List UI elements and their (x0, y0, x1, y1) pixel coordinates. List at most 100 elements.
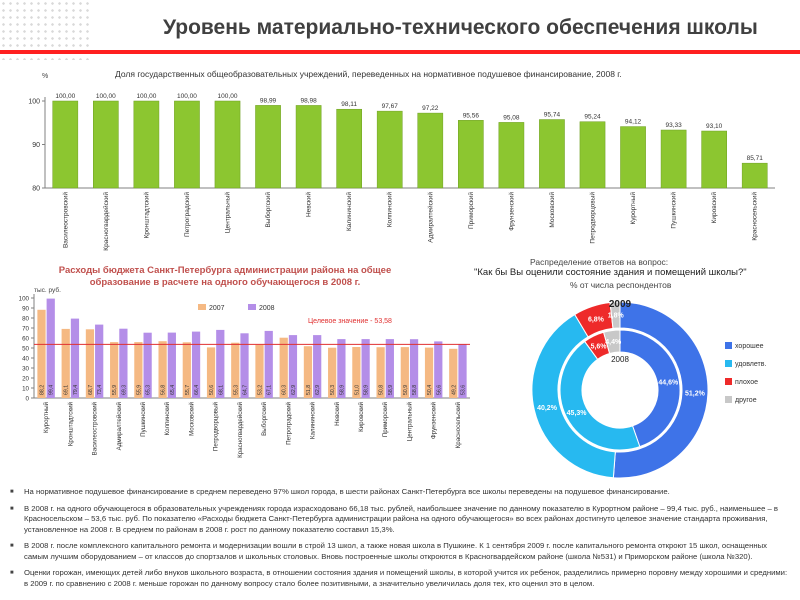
legend-swatch (725, 360, 732, 367)
bar (620, 126, 646, 189)
donut-slice-2009 (531, 313, 616, 479)
x-tick-label: Выборгский (264, 192, 272, 228)
x-tick-label: Московский (548, 192, 556, 228)
y-tick-label: 100 (19, 295, 30, 302)
x-tick-label: Приморский (382, 401, 389, 437)
x-tick-label: Василеостровский (61, 192, 69, 248)
x-tick-label: Центральный (406, 401, 413, 441)
bar-2008 (70, 318, 80, 398)
bar-2007 (158, 341, 167, 398)
x-tick-label: Кронштадтский (67, 401, 74, 446)
data-label-2007: 56,8 (161, 385, 167, 395)
y-tick-label: 40 (22, 355, 29, 362)
x-tick-label: Приморский (467, 192, 475, 229)
x-tick-label: Невский (305, 192, 313, 217)
bar (93, 100, 119, 189)
x-tick-label: Московский (188, 401, 195, 435)
y-tick-label: 90 (32, 142, 40, 149)
x-tick-label: Адмиралтейский (116, 401, 123, 450)
bar (701, 130, 727, 189)
x-tick-label: Калининский (345, 192, 353, 231)
bar (52, 100, 79, 189)
bar-2007 (37, 309, 46, 398)
note-item: В 2008 г. после комплексного капитальног… (8, 541, 788, 562)
x-tick-label: Невский (334, 401, 341, 425)
bar-2008 (361, 339, 370, 398)
note-item: В 2008 г. на одного обучающегося в образ… (8, 504, 788, 536)
data-label-2008: 65,3 (146, 385, 152, 395)
legend-label: удовлетв. (735, 361, 766, 368)
chart3-title-line2: "Как бы Вы оценили состояние здания и по… (474, 267, 747, 278)
y-tick-label: 30 (22, 365, 29, 372)
bar-2008 (216, 329, 225, 398)
x-tick-label: Петроградский (285, 401, 292, 444)
legend-swatch-2008 (248, 304, 256, 310)
note-item: На нормативное подушевое финансирование … (8, 487, 788, 498)
donut-label: 45,3% (567, 410, 588, 417)
data-label-2008: 56,6 (436, 385, 442, 395)
x-tick-label: Колпинский (386, 192, 394, 228)
x-tick-label: Колпинский (164, 401, 171, 435)
chart2-title: Расходы бюджета Санкт-Петербурга админис… (58, 265, 392, 288)
y-tick-label: 0 (26, 395, 30, 402)
y-tick-label: 20 (22, 375, 29, 382)
bar (539, 119, 565, 189)
data-label-2008: 66,4 (194, 385, 200, 395)
x-tick-label: Красногвардейский (102, 192, 110, 251)
data-label-2007: 50,8 (379, 385, 385, 395)
data-label: 100,00 (136, 93, 156, 100)
bar-2007 (303, 346, 313, 398)
x-tick-label: Курортный (629, 192, 637, 225)
donut-slice-2008 (602, 329, 621, 355)
bar (741, 162, 768, 189)
y-tick-label: 50 (22, 345, 29, 352)
data-label: 93,33 (665, 122, 682, 129)
data-label: 95,56 (463, 112, 480, 119)
data-label-2008: 58,8 (412, 385, 418, 395)
bar (174, 100, 200, 189)
x-tick-label: Курортный (43, 401, 50, 433)
chart3-title-line3: % от числа респондентов (570, 280, 672, 290)
bar-2008 (434, 341, 443, 398)
bar (417, 112, 444, 189)
data-label-2008: 69,3 (121, 385, 127, 395)
data-label-2007: 88,2 (39, 385, 45, 395)
donut-label: 5,6% (591, 343, 608, 350)
x-tick-label: Кировский (358, 401, 365, 431)
data-label: 97,67 (382, 103, 399, 110)
axis-label-y: % (42, 73, 48, 80)
data-label-2007: 68,7 (88, 385, 94, 395)
bar (498, 122, 525, 189)
data-label: 85,71 (747, 155, 764, 162)
x-tick-label: Василеостровский (92, 401, 99, 455)
data-label-2008: 99,4 (49, 385, 55, 395)
bar-2007 (255, 344, 264, 398)
bar-2008 (167, 332, 176, 398)
data-label-2007: 50,3 (330, 385, 336, 395)
bar-2008 (313, 335, 322, 398)
donut-slice-2008 (619, 329, 681, 448)
bar-2008 (458, 344, 467, 398)
legend-label-2008: 2008 (259, 305, 275, 312)
title-underline (0, 50, 800, 54)
chart-spending-per-student: тыс. руб. 0 10 20 30 40 50 60 70 80 90 100 2007 2008 8… (19, 286, 470, 458)
legend-swatch (725, 396, 732, 403)
data-label: 94,12 (625, 119, 642, 126)
bar (458, 120, 484, 189)
y-tick-label: 90 (22, 305, 29, 312)
data-label-2007: 51,0 (354, 385, 360, 395)
data-label-2008: 64,7 (243, 385, 249, 395)
data-label-2008: 68,1 (218, 385, 224, 395)
data-label: 100,00 (55, 93, 75, 100)
data-label-2008: 67,1 (267, 385, 273, 395)
data-label: 100,00 (218, 93, 238, 100)
notes-section: На нормативное подушевое финансирование … (8, 487, 788, 595)
x-tick-label: Кировский (710, 192, 718, 224)
note-item: Оценки горожан, имеющих детей либо внуко… (8, 568, 788, 589)
page-title: Уровень материально-технического обеспеч… (163, 16, 758, 39)
bar-2007 (424, 347, 434, 398)
legend-swatch-2007 (198, 304, 206, 310)
data-label-2008: 62,9 (315, 385, 321, 395)
bar-2007 (110, 342, 119, 398)
y-tick-label: 80 (32, 186, 40, 193)
